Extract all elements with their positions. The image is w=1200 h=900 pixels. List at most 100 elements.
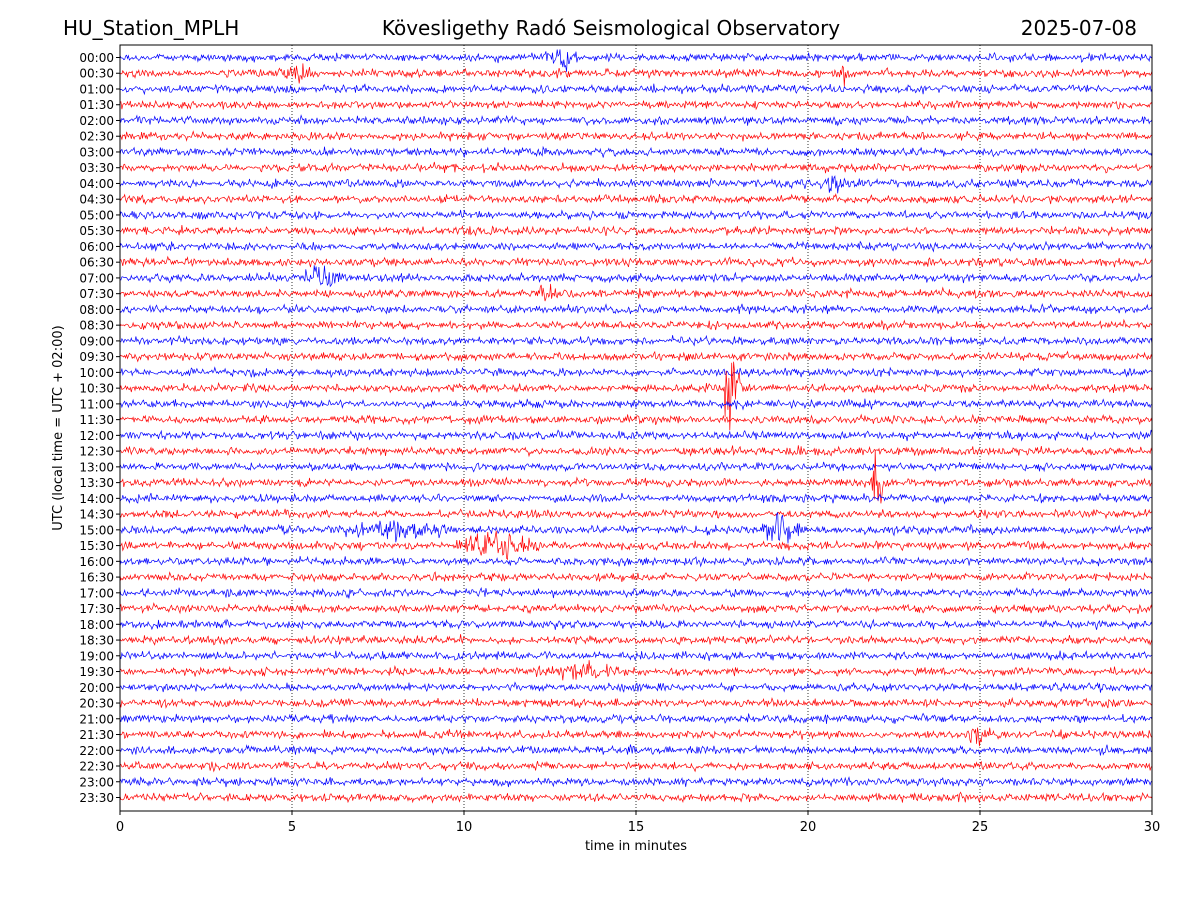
trace-0730 bbox=[119, 283, 1153, 302]
y-tick-label: 19:00 bbox=[79, 649, 114, 663]
trace-0200 bbox=[119, 114, 1153, 127]
y-tick-label: 01:00 bbox=[79, 82, 114, 96]
y-tick-label: 01:30 bbox=[79, 98, 114, 112]
y-tick-label: 17:00 bbox=[79, 586, 114, 600]
y-tick-label: 00:00 bbox=[79, 51, 114, 65]
trace-1730 bbox=[119, 602, 1153, 615]
y-tick-label: 00:30 bbox=[79, 67, 114, 81]
trace-0630 bbox=[119, 255, 1152, 268]
trace-2130 bbox=[119, 727, 1153, 747]
trace-1430 bbox=[119, 508, 1153, 520]
y-tick-label: 12:00 bbox=[79, 429, 114, 443]
trace-1400 bbox=[119, 492, 1153, 505]
y-tick-label: 02:00 bbox=[79, 114, 114, 128]
trace-1130 bbox=[119, 413, 1153, 426]
trace-2300 bbox=[119, 776, 1153, 788]
y-tick-label: 12:30 bbox=[79, 445, 114, 459]
trace-0030 bbox=[119, 63, 1153, 87]
y-tick-label: 19:30 bbox=[79, 665, 114, 679]
x-tick-label: 20 bbox=[800, 820, 817, 835]
x-tick-labels: 0 5 10 15 20 25 30 bbox=[116, 811, 1160, 835]
trace-1500 bbox=[119, 511, 1153, 544]
y-tick-label: 16:00 bbox=[79, 555, 114, 569]
trace-2200 bbox=[119, 744, 1153, 756]
x-tick-label: 0 bbox=[116, 820, 124, 835]
y-tick-label: 08:30 bbox=[79, 319, 114, 333]
trace-0900 bbox=[119, 334, 1153, 347]
y-tick-label: 07:00 bbox=[79, 271, 114, 285]
y-tick-label: 02:30 bbox=[79, 130, 114, 144]
chart-date: 2025-07-08 bbox=[1020, 16, 1137, 40]
trace-0530 bbox=[119, 224, 1153, 237]
y-tick-label: 18:00 bbox=[79, 618, 114, 632]
y-tick-label: 14:30 bbox=[79, 508, 114, 522]
x-axis-label: time in minutes bbox=[585, 839, 687, 854]
trace-0000 bbox=[119, 49, 1153, 72]
y-tick-label: 11:00 bbox=[79, 397, 114, 411]
y-tick-label: 15:30 bbox=[79, 539, 114, 553]
y-tick-label: 23:00 bbox=[79, 775, 114, 789]
y-tick-label: 05:30 bbox=[79, 224, 114, 238]
y-tick-label: 20:00 bbox=[79, 681, 114, 695]
trace-2330 bbox=[119, 791, 1153, 804]
y-tick-label: 23:30 bbox=[79, 791, 114, 805]
y-tick-label: 04:30 bbox=[79, 193, 114, 207]
trace-1100 bbox=[119, 398, 1152, 411]
trace-1030 bbox=[119, 361, 1153, 431]
y-tick-label: 14:00 bbox=[79, 492, 114, 506]
trace-0500 bbox=[119, 209, 1153, 221]
y-tick-label: 22:30 bbox=[79, 760, 114, 774]
trace-2100 bbox=[119, 712, 1153, 725]
trace-0700 bbox=[119, 265, 1153, 288]
trace-0130 bbox=[119, 99, 1153, 111]
trace-0300 bbox=[119, 145, 1153, 158]
trace-0600 bbox=[119, 240, 1153, 253]
x-tick-label: 30 bbox=[1144, 820, 1161, 835]
x-tick-label: 10 bbox=[456, 820, 473, 835]
trace-1700 bbox=[119, 587, 1153, 599]
trace-1930 bbox=[119, 660, 1153, 681]
y-tick-label: 11:30 bbox=[79, 413, 114, 427]
trace-0100 bbox=[119, 83, 1153, 96]
trace-1330 bbox=[119, 449, 1153, 504]
station-name: HU_Station_MPLH bbox=[63, 16, 240, 40]
y-tick-label: 13:00 bbox=[79, 460, 114, 474]
y-tick-label: 13:30 bbox=[79, 476, 114, 490]
trace-1000 bbox=[119, 366, 1153, 379]
y-tick-label: 21:30 bbox=[79, 728, 114, 742]
y-tick-label: 06:00 bbox=[79, 240, 114, 254]
y-tick-label: 18:30 bbox=[79, 634, 114, 648]
x-tick-label: 15 bbox=[628, 820, 645, 835]
trace-1300 bbox=[119, 461, 1153, 473]
y-tick-label: 21:00 bbox=[79, 712, 114, 726]
trace-0330 bbox=[119, 161, 1153, 174]
y-tick-label: 16:30 bbox=[79, 571, 114, 585]
trace-1630 bbox=[119, 570, 1153, 583]
y-tick-label: 10:30 bbox=[79, 382, 114, 396]
trace-0400 bbox=[119, 175, 1153, 194]
y-tick-label: 09:30 bbox=[79, 350, 114, 364]
chart-title: Kövesligethy Radó Seismological Observat… bbox=[381, 16, 841, 40]
y-tick-label: 04:00 bbox=[79, 177, 114, 191]
y-tick-label: 03:30 bbox=[79, 161, 114, 175]
trace-2030 bbox=[119, 696, 1153, 709]
y-tick-label: 05:00 bbox=[79, 208, 114, 222]
trace-1600 bbox=[119, 555, 1153, 568]
trace-0430 bbox=[119, 193, 1153, 205]
trace-1830 bbox=[119, 634, 1153, 646]
y-tick-label: 20:30 bbox=[79, 697, 114, 711]
y-tick-label: 17:30 bbox=[79, 602, 114, 616]
x-tick-label: 25 bbox=[972, 820, 989, 835]
grid-lines bbox=[291, 45, 981, 811]
y-tick-label: 03:00 bbox=[79, 145, 114, 159]
trace-2230 bbox=[119, 760, 1153, 773]
trace-0230 bbox=[119, 130, 1153, 142]
trace-0800 bbox=[119, 302, 1153, 315]
trace-1900 bbox=[119, 649, 1153, 662]
y-tick-label: 22:00 bbox=[79, 744, 114, 758]
trace-1530 bbox=[119, 530, 1153, 561]
y-tick-label: 10:00 bbox=[79, 366, 114, 380]
y-tick-label: 15:00 bbox=[79, 523, 114, 537]
